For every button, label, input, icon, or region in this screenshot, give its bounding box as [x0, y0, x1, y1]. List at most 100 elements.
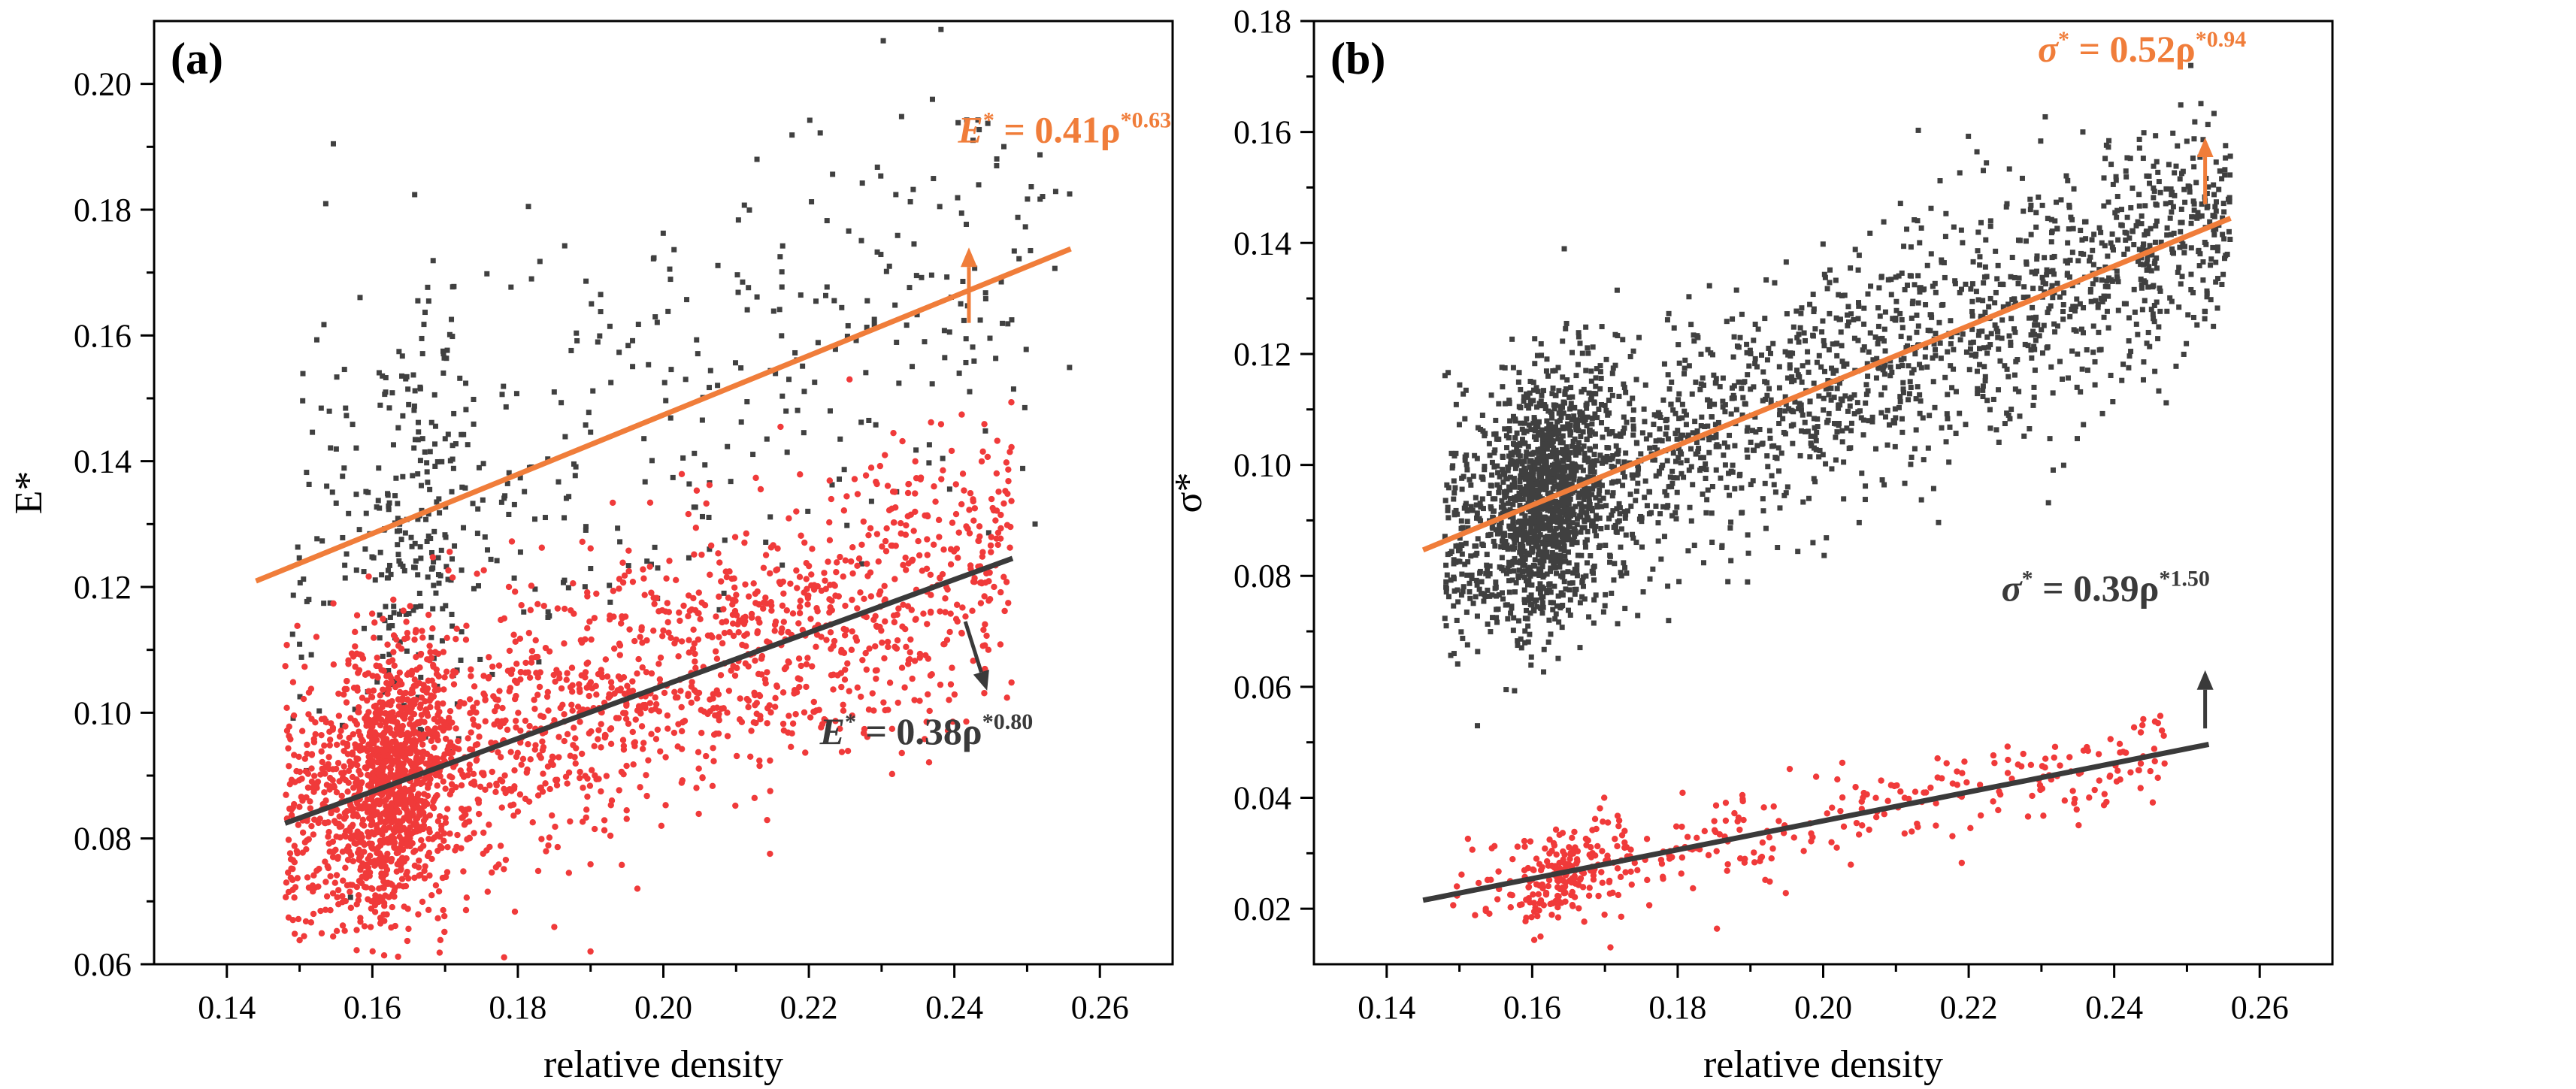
- data-point: [1908, 244, 1914, 250]
- data-point: [982, 296, 988, 302]
- data-point: [505, 583, 513, 591]
- data-point: [880, 38, 886, 44]
- data-point: [1572, 436, 1578, 442]
- data-point: [1485, 621, 1491, 627]
- data-point: [955, 529, 962, 536]
- data-point: [2188, 62, 2194, 68]
- data-point: [794, 585, 801, 591]
- data-point: [458, 782, 465, 789]
- data-point: [1464, 572, 1470, 578]
- data-point: [1567, 597, 1573, 603]
- data-point: [355, 670, 362, 676]
- data-point: [2163, 186, 2169, 192]
- data-point: [334, 374, 340, 380]
- data-point: [591, 743, 598, 749]
- data-point: [692, 525, 700, 531]
- data-point: [1881, 482, 1887, 488]
- data-point: [937, 421, 945, 428]
- data-point: [436, 949, 443, 956]
- data-point: [1459, 571, 1465, 577]
- data-point: [1706, 449, 1712, 455]
- data-point: [874, 164, 880, 170]
- data-point: [779, 243, 786, 249]
- data-point: [1502, 471, 1508, 477]
- data-point: [427, 703, 434, 711]
- data-point: [1646, 489, 1652, 495]
- data-point: [325, 840, 332, 847]
- data-point: [1518, 468, 1524, 474]
- data-point: [2126, 365, 2132, 371]
- data-point: [294, 622, 301, 629]
- data-point: [295, 753, 302, 761]
- data-point: [2101, 314, 2107, 320]
- data-point: [285, 745, 292, 752]
- data-point: [1517, 518, 1523, 524]
- data-point: [440, 370, 446, 376]
- data-point: [946, 486, 952, 492]
- data-point: [722, 618, 730, 625]
- data-point: [511, 695, 519, 703]
- data-point: [1445, 485, 1451, 491]
- data-point: [408, 534, 414, 540]
- data-point: [574, 330, 580, 336]
- data-point: [1653, 438, 1659, 444]
- x-tick-label: 0.20: [634, 989, 692, 1026]
- data-point: [846, 688, 852, 694]
- data-point: [299, 829, 307, 836]
- data-point: [1491, 464, 1497, 470]
- data-point: [1833, 277, 1839, 283]
- data-point: [1564, 377, 1570, 383]
- data-point: [366, 869, 374, 876]
- data-point: [664, 600, 670, 607]
- data-point: [763, 539, 769, 545]
- data-point: [645, 757, 652, 764]
- data-point: [762, 594, 769, 601]
- data-point: [882, 537, 889, 545]
- data-point: [902, 554, 909, 561]
- data-point: [699, 513, 705, 519]
- data-point: [828, 607, 835, 614]
- data-point: [488, 740, 495, 746]
- data-point: [1888, 277, 1894, 283]
- data-point: [2119, 207, 2125, 213]
- data-point: [756, 762, 763, 770]
- data-point: [542, 644, 549, 652]
- data-point: [608, 797, 616, 804]
- data-point: [338, 823, 345, 830]
- data-point: [949, 718, 956, 725]
- data-point: [1585, 528, 1591, 534]
- data-point: [448, 781, 456, 788]
- data-point: [2148, 225, 2154, 231]
- data-point: [809, 546, 816, 552]
- data-point: [907, 198, 913, 204]
- data-point: [584, 588, 591, 596]
- data-point: [415, 694, 421, 700]
- data-point: [2197, 154, 2203, 160]
- data-point: [429, 625, 436, 632]
- data-point: [784, 449, 790, 455]
- data-point: [2111, 247, 2117, 253]
- data-point: [760, 599, 767, 606]
- data-point: [407, 603, 413, 610]
- data-point: [1517, 573, 1523, 579]
- data-point: [2172, 170, 2178, 176]
- data-point: [1482, 431, 1488, 437]
- data-point: [1912, 446, 1918, 452]
- data-point: [1748, 351, 1754, 357]
- data-point: [828, 495, 835, 503]
- data-point: [978, 580, 985, 587]
- data-point: [620, 746, 628, 753]
- data-point: [532, 586, 538, 592]
- data-point: [347, 894, 353, 900]
- data-point: [738, 718, 746, 725]
- data-point: [732, 360, 738, 366]
- data-point: [1494, 593, 1500, 599]
- data-point: [333, 788, 341, 796]
- data-point: [626, 626, 633, 633]
- data-point: [2101, 296, 2107, 302]
- data-point: [414, 718, 421, 726]
- data-point: [1005, 600, 1012, 607]
- data-point: [1730, 469, 1736, 475]
- data-point: [504, 726, 511, 734]
- data-point: [638, 626, 645, 634]
